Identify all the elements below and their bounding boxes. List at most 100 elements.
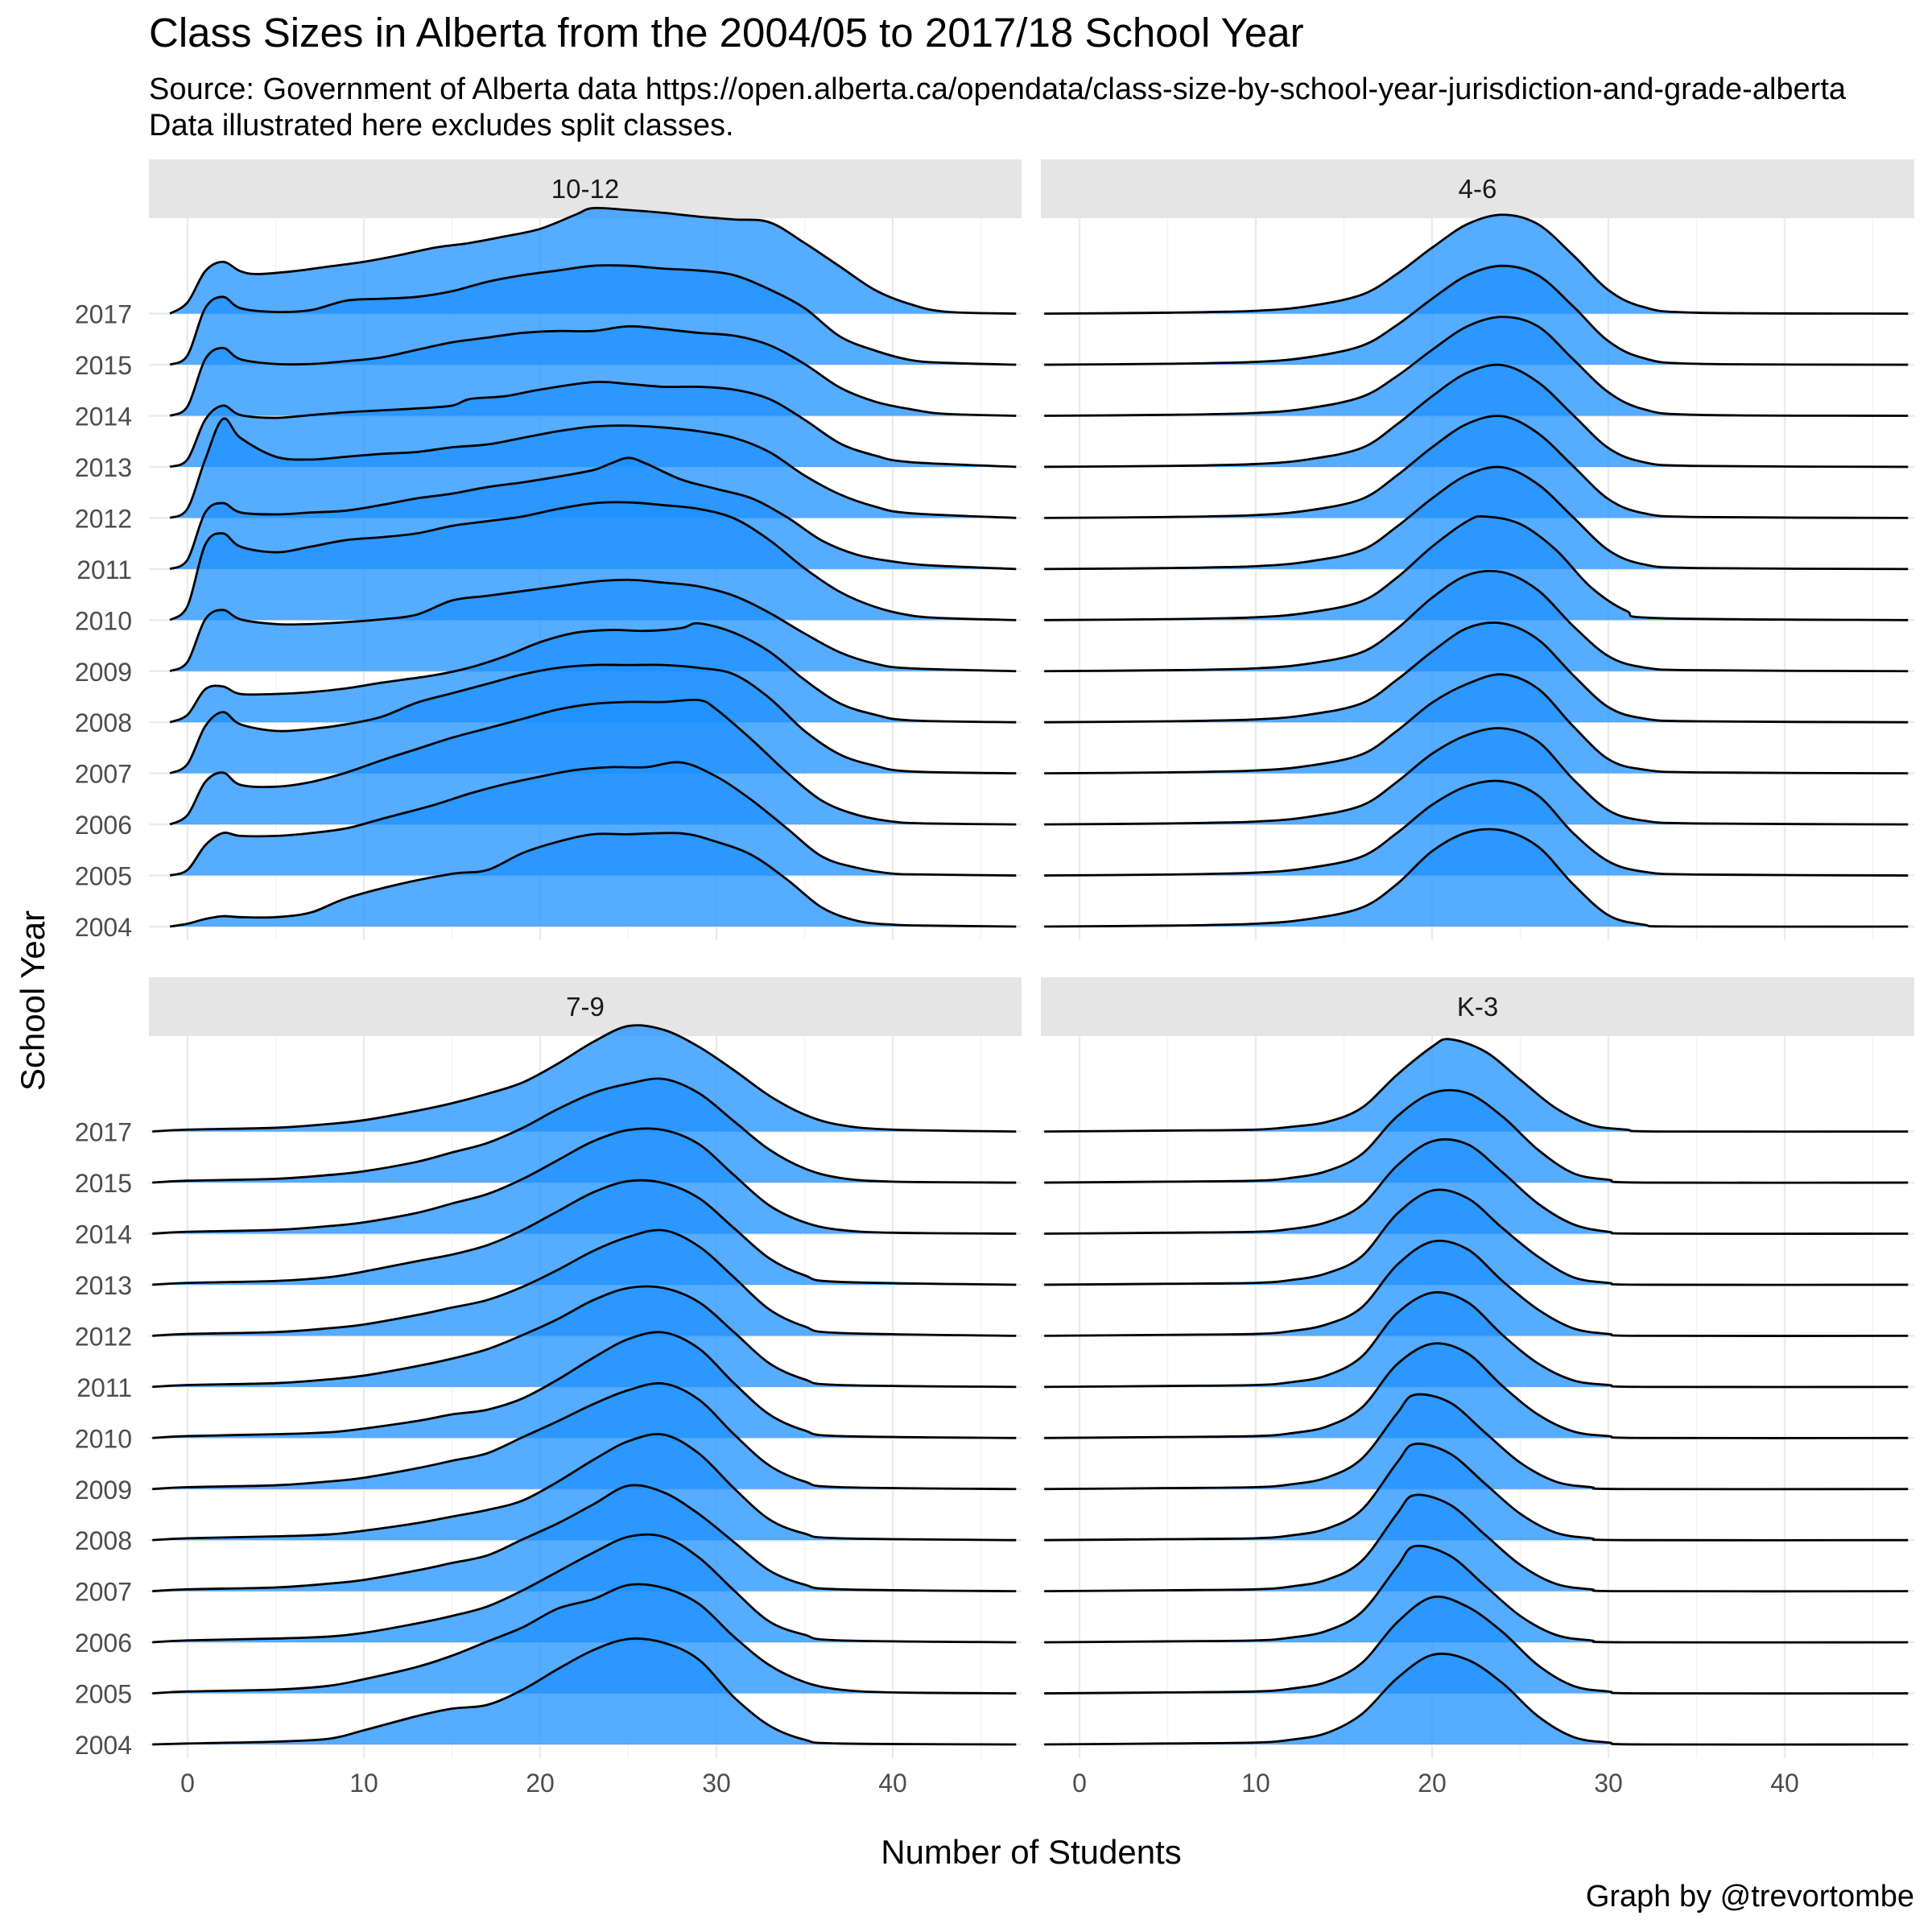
ridge-line-2017	[152, 1024, 1017, 1133]
ridge-fill-2005	[152, 1583, 1017, 1694]
y-tick-label: 2011	[76, 555, 132, 584]
ridge-line-2009	[152, 1381, 1017, 1491]
ridge-line-2008	[152, 1433, 1017, 1542]
x-tick-label: 30	[1594, 1769, 1623, 1798]
ridge-fill-2009	[170, 580, 1017, 671]
ridge-line-2010	[1044, 1342, 1909, 1439]
ridge-fill-2009	[1044, 1394, 1909, 1489]
ridge-line-2007	[152, 1484, 1017, 1593]
ridge-fill-2015	[152, 1078, 1017, 1183]
ridge-line-2014	[152, 1127, 1017, 1235]
ridge-fill-2006	[1044, 1546, 1909, 1643]
ridge-line-2005	[152, 1583, 1017, 1695]
facet-label: K-3	[1457, 992, 1498, 1022]
ridge-line-2007	[169, 663, 1017, 775]
ridge-line-2008	[1044, 621, 1909, 724]
ridge-fill-2004	[170, 832, 1017, 927]
x-tick-label: 0	[1072, 1769, 1087, 1798]
y-tick-label: 2015	[75, 351, 132, 380]
facet-10-12: 10-12 2004 2005 2006 2007 2008 2009 2010 2011 201…	[75, 159, 1022, 942]
ridge-line-2013	[1044, 363, 1909, 469]
facet-label: 7-9	[566, 992, 605, 1022]
ridge-line-2012	[1044, 415, 1909, 519]
y-tick-label: 2007	[75, 760, 132, 789]
chart-title: Class Sizes in Alberta from the 2004/05 …	[149, 10, 1304, 56]
ridge-fill-2012	[170, 418, 1017, 518]
ridge-fill-2014	[1044, 1139, 1909, 1234]
y-tick-label: 2005	[75, 862, 132, 891]
ridge-line-2010	[169, 501, 1017, 621]
facet-strip	[1041, 977, 1914, 1036]
y-tick-label: 2006	[75, 811, 132, 840]
y-axis-label: School Year	[14, 910, 52, 1091]
ridge-fill-2008	[1044, 1443, 1909, 1541]
facet-label: 10-12	[551, 174, 619, 204]
ridge-line-2009	[169, 578, 1017, 673]
ridge-line-2007	[1044, 1493, 1909, 1593]
ridge-fill-2012	[152, 1229, 1017, 1336]
ridge-line-2017	[169, 206, 1017, 315]
ridge-fill-2007	[1044, 1494, 1909, 1591]
ridge-fill-2013	[152, 1180, 1017, 1285]
ridge-fill-2017	[1044, 214, 1909, 314]
y-tick-label: 2017	[75, 1118, 132, 1147]
ridge-line-2015	[152, 1077, 1017, 1184]
ridge-line-2004	[152, 1637, 1017, 1746]
ridge-fill-2017	[170, 208, 1017, 314]
ridge-line-2006	[1044, 727, 1909, 826]
ridge-line-2017	[1044, 213, 1909, 315]
x-tick-label: 20	[526, 1769, 555, 1798]
ridge-fill-2015	[1044, 266, 1909, 365]
ridge-line-2011	[1044, 465, 1909, 571]
y-tick-label: 2017	[75, 300, 132, 329]
ridge-fill-2011	[152, 1286, 1017, 1387]
y-tick-label: 2008	[75, 1526, 132, 1555]
ridge-line-2004	[169, 832, 1017, 928]
y-tick-label: 2009	[75, 658, 132, 687]
ridge-fill-2006	[152, 1534, 1017, 1643]
y-tick-label: 2004	[75, 1731, 132, 1760]
ridge-line-2010	[1044, 514, 1909, 621]
y-tick-label: 2012	[75, 504, 132, 533]
ridge-fill-2014	[152, 1128, 1017, 1234]
ridge-line-2011	[169, 456, 1017, 571]
ridge-fill-2010	[1044, 1343, 1909, 1439]
ridge-fill-2014	[170, 326, 1017, 416]
x-tick-label: 40	[878, 1769, 907, 1798]
ridge-fill-2011	[1044, 1292, 1909, 1388]
y-tick-label: 2010	[75, 606, 132, 635]
ridge-line-2013	[152, 1179, 1017, 1286]
x-tick-label: 20	[1418, 1769, 1447, 1798]
ridge-line-2012	[152, 1228, 1017, 1337]
x-tick-label: 30	[702, 1769, 731, 1798]
ridge-fill-2017	[1044, 1038, 1909, 1132]
ridge-line-2013	[169, 380, 1017, 469]
y-tick-label: 2013	[75, 453, 132, 482]
ridge-line-2008	[169, 621, 1017, 724]
ridge-fill-2013	[170, 382, 1017, 467]
y-tick-label: 2007	[75, 1578, 132, 1607]
ridge-line-2011	[152, 1285, 1017, 1389]
ridge-line-2006	[1044, 1544, 1909, 1644]
ridge-line-2014	[169, 324, 1017, 417]
y-tick-label: 2012	[75, 1322, 132, 1351]
facet-7-9: 7-92004200520062007200820092010201120122…	[75, 977, 1022, 1798]
ridge-line-2013	[1044, 1188, 1909, 1286]
ridge-line-2015	[1044, 264, 1909, 366]
ridge-fill-2009	[152, 1383, 1017, 1489]
y-tick-label: 2008	[75, 708, 132, 737]
ridge-fill-2012	[1044, 415, 1909, 518]
y-tick-label: 2014	[75, 402, 132, 431]
ridge-fill-2017	[152, 1025, 1017, 1132]
ridge-line-2015	[169, 264, 1017, 366]
y-tick-label: 2004	[75, 913, 132, 942]
ridge-fill-2010	[1044, 516, 1909, 621]
ridge-fill-2006	[170, 700, 1017, 825]
facet-strip	[149, 977, 1022, 1036]
ridge-line-2004	[1044, 1652, 1909, 1746]
x-axis-label: Number of Students	[881, 1833, 1182, 1871]
x-tick-label: 0	[180, 1769, 195, 1798]
ridge-fill-2013	[1044, 1189, 1909, 1286]
facet-panels: 10-12 2004 2005 2006 2007 2008 2009 2010 2011 201…	[75, 159, 1914, 1798]
